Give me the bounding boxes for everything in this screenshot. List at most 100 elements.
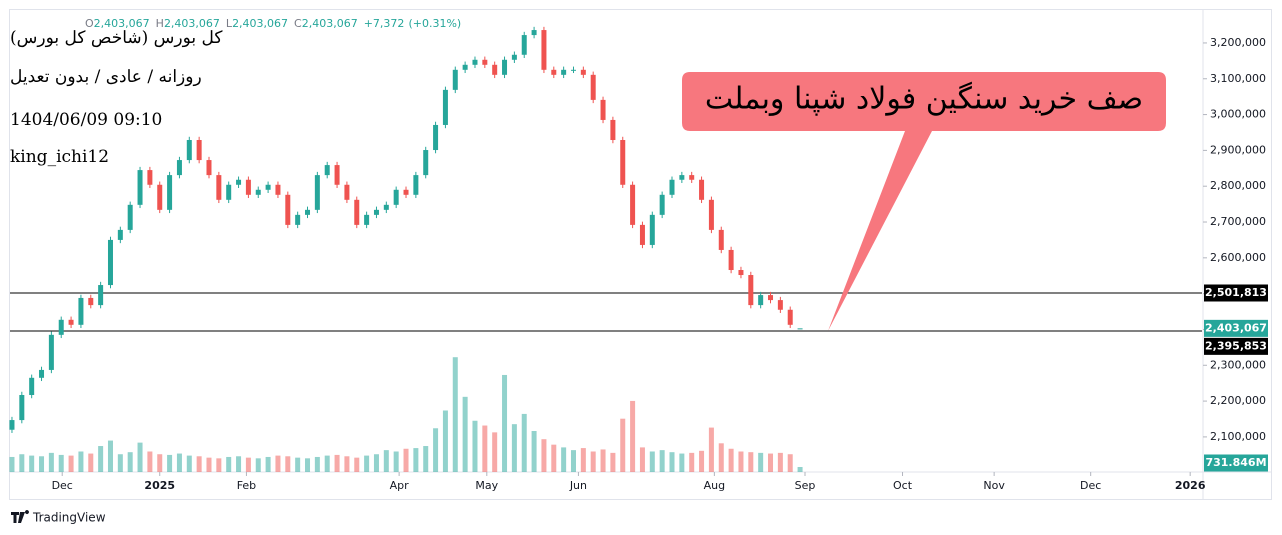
candle-body xyxy=(78,297,84,325)
volume-bar xyxy=(383,450,389,472)
candle-body xyxy=(669,179,675,195)
volume-bar xyxy=(669,452,675,472)
volume-bar xyxy=(580,448,586,472)
x-tick-label: Nov xyxy=(983,479,1005,492)
candle-body xyxy=(9,420,15,430)
candle-body xyxy=(423,150,429,176)
y-tick-label: 2,800,000 xyxy=(1210,179,1266,192)
volume-bar xyxy=(413,448,419,472)
volume-bar xyxy=(521,413,527,472)
candle-body xyxy=(630,184,636,225)
x-tick-label: May xyxy=(475,479,498,492)
y-tick-label: 2,700,000 xyxy=(1210,215,1266,228)
candle-body xyxy=(364,214,370,225)
candle-body xyxy=(88,297,94,306)
volume-bar xyxy=(531,431,537,472)
y-tick-label: 2,300,000 xyxy=(1210,358,1266,371)
volume-bar xyxy=(137,442,143,472)
x-tick-label: Apr xyxy=(390,479,410,492)
volume-bar xyxy=(423,446,429,472)
volume-bar xyxy=(403,448,409,472)
volume-bar xyxy=(226,456,232,472)
volume-bar xyxy=(364,455,370,472)
volume-bar xyxy=(265,456,271,472)
legend-value: 2,403,067 xyxy=(302,17,358,30)
candle-body xyxy=(620,140,626,185)
volume-bar xyxy=(708,427,714,472)
candle-body xyxy=(442,89,448,125)
candle-body xyxy=(787,309,793,325)
candle-body xyxy=(68,319,74,325)
x-tick-label: Dec xyxy=(1080,479,1101,492)
candle-body xyxy=(373,209,379,215)
volume-bar xyxy=(305,458,311,472)
ohlc-legend: O2,403,067 H2,403,067 L2,403,067 C2,403,067… xyxy=(85,17,461,30)
candle-body xyxy=(679,175,685,180)
callout: صف خرید سنگین فولاد شپنا وبملت xyxy=(682,72,1166,331)
volume-bar xyxy=(600,449,606,472)
last-price-label-box xyxy=(1204,319,1268,337)
candle-body xyxy=(334,165,340,185)
volume-bar xyxy=(393,451,399,472)
volume-bar xyxy=(728,448,734,472)
volume-bar xyxy=(679,453,685,472)
volume-bar xyxy=(354,457,360,472)
volume-bar xyxy=(541,439,547,472)
x-tick-label: Feb xyxy=(237,479,256,492)
candle-body xyxy=(176,160,182,176)
volume-label-box xyxy=(1204,454,1268,472)
candle-body xyxy=(413,175,419,195)
volume-bar xyxy=(206,457,212,472)
candle-body xyxy=(58,319,64,335)
candle-body xyxy=(541,30,547,70)
volume-bar xyxy=(29,455,35,472)
volume-bar xyxy=(127,452,133,472)
volume-bar xyxy=(285,456,291,472)
y-tick-label: 3,100,000 xyxy=(1210,72,1266,85)
candle-body xyxy=(157,184,163,210)
candle-body xyxy=(580,69,586,75)
candle-body xyxy=(314,175,320,210)
volume-bar xyxy=(590,451,596,472)
candle-body xyxy=(196,140,202,161)
callout-text: صف خرید سنگین فولاد شپنا وبملت xyxy=(705,82,1143,117)
candle-body xyxy=(689,175,695,180)
candle-body xyxy=(551,69,557,75)
volume-bar xyxy=(98,446,104,472)
candle-body xyxy=(452,69,458,90)
x-tick-label: Dec xyxy=(52,479,73,492)
volume-bar xyxy=(570,450,576,472)
x-tick-label: Oct xyxy=(893,479,913,492)
note: روزانه / عادی / بدون تعدیل xyxy=(10,67,202,87)
candle-body xyxy=(117,229,123,240)
volume-bar xyxy=(452,357,458,472)
legend-key: O xyxy=(85,17,94,30)
x-tick-label: Aug xyxy=(704,479,725,492)
volume-bar xyxy=(334,454,340,472)
brand-logo xyxy=(11,510,29,523)
volume-bar xyxy=(39,456,45,472)
x-tick-label: 2025 xyxy=(144,479,175,492)
note: کل بورس (شاخص کل بورس) xyxy=(10,28,223,48)
volume-bar xyxy=(167,454,173,472)
volume-bar xyxy=(186,455,192,472)
volume-bar xyxy=(738,451,744,472)
y-tick-label: 2,900,000 xyxy=(1210,143,1266,156)
volume-bar xyxy=(659,450,665,472)
volume-bar xyxy=(245,457,251,472)
candle-body xyxy=(383,204,389,210)
candle-body xyxy=(748,275,754,306)
candle-body xyxy=(492,64,498,75)
volume-bar xyxy=(324,455,330,472)
candle-body xyxy=(344,184,350,200)
candle-body xyxy=(39,369,45,378)
volume-layer xyxy=(9,357,803,472)
candle-body xyxy=(147,170,153,185)
volume-bar xyxy=(147,451,153,472)
candle-body xyxy=(48,334,54,370)
y-tick-label: 2,200,000 xyxy=(1210,394,1266,407)
volume-bar xyxy=(196,456,202,472)
volume-bar xyxy=(344,456,350,472)
volume-bar xyxy=(649,451,655,472)
volume-bar xyxy=(699,450,705,472)
